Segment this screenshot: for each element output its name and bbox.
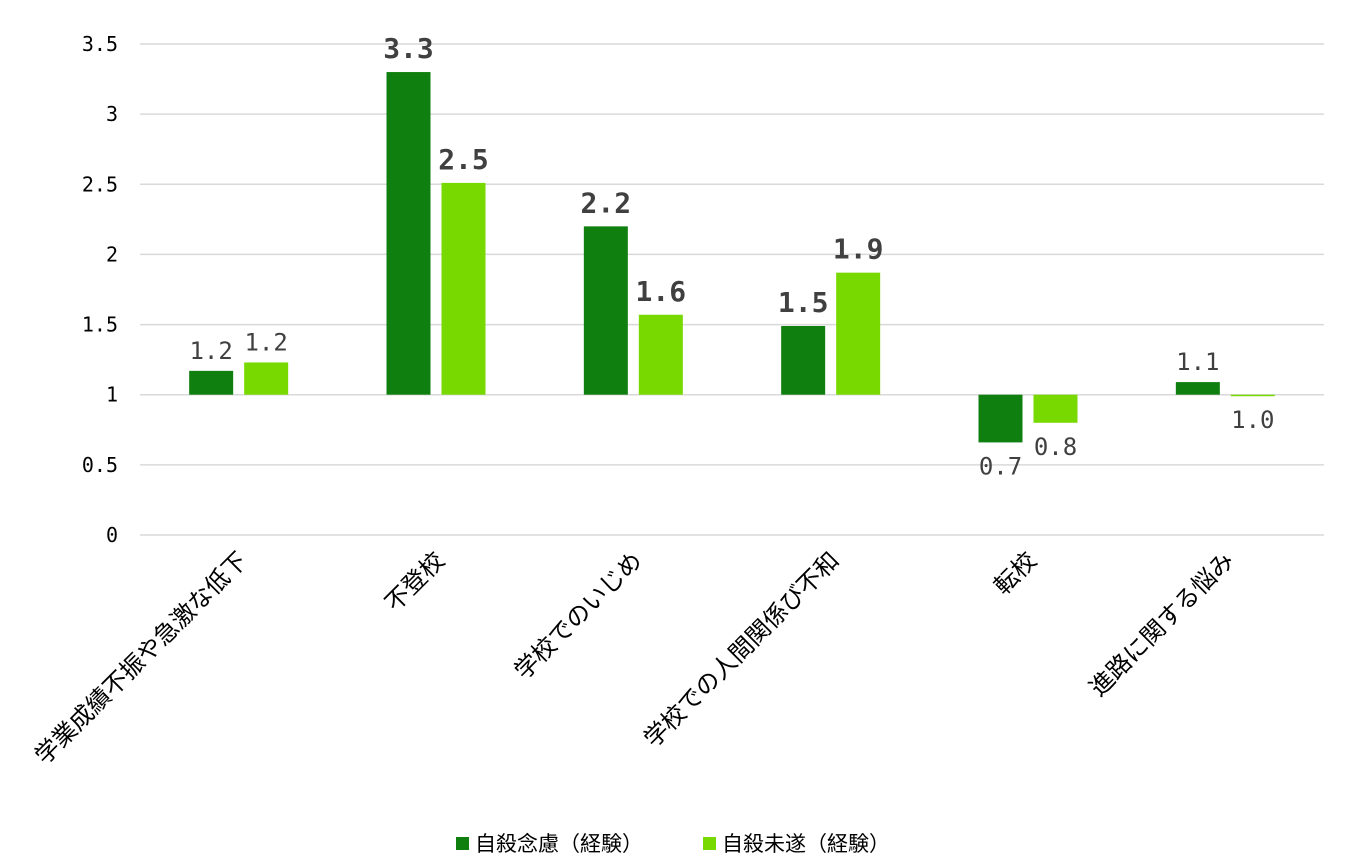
x-category-label: 学校でのいじめ: [509, 546, 648, 685]
bar-series-2: [441, 182, 486, 395]
y-tick-label: 1: [106, 383, 118, 407]
y-tick-label: 3.5: [82, 32, 118, 56]
data-labels: 1.2 1.2 3.3 2.5 2.2 1.6 1.51.9 0.7 0.8 1.1 1.0: [189, 32, 1274, 480]
legend-label-series-1: 自殺念慮（経験）: [475, 832, 643, 856]
gridlines: [140, 43, 1324, 536]
x-category-label: 進路に関する悩み: [1084, 546, 1240, 702]
data-label-series-2: 1.2: [244, 328, 287, 356]
legend-swatch-series-2: [703, 836, 716, 850]
data-label-series-2: 0.8: [1034, 433, 1077, 461]
legend-swatch-series-1: [456, 836, 469, 850]
x-category-label: 転校: [989, 546, 1043, 600]
x-category-label: 学校での人間関係び不和: [638, 546, 844, 752]
bar-series-1: [1175, 382, 1220, 395]
y-axis-ticks: 0 0.5 1 1.5 2 2.5 3 3.5: [82, 32, 118, 547]
y-tick-label: 1.5: [82, 313, 118, 337]
bar-series-1: [978, 394, 1023, 443]
y-tick-label: 0: [106, 523, 118, 547]
legend-item-series-2: 自殺未遂（経験）: [703, 828, 890, 858]
bar-series-1: [781, 325, 826, 395]
legend-item-series-1: 自殺念慮（経験）: [456, 828, 643, 858]
data-label-series-1: 0.7: [979, 452, 1022, 480]
bar-series-2: [244, 362, 289, 395]
y-tick-label: 2: [106, 242, 118, 266]
bar-series-1: [583, 226, 628, 395]
bar-series-2: [836, 272, 881, 395]
data-label-series-1: 2.2: [581, 186, 632, 219]
data-label-series-2: 1.9: [833, 233, 884, 266]
data-label-series-2: 1.0: [1231, 406, 1274, 434]
y-tick-label: 2.5: [82, 172, 118, 196]
y-tick-label: 3: [106, 102, 118, 126]
bar-series-1: [189, 370, 234, 395]
bar-series-2: [1230, 394, 1275, 397]
x-category-label: 学業成績不振や急激な低下: [29, 546, 252, 769]
data-label-series-2: 1.6: [636, 275, 687, 308]
data-label-series-2: 2.5: [438, 143, 489, 176]
x-category-label: 不登校: [380, 546, 451, 617]
bar-chart: 00.511.522.533.5 1.2 1.23.32.52.21.6 1.51.…: [29, 32, 1324, 770]
data-label-series-1: 3.3: [383, 32, 434, 65]
legend: 自殺念慮（経験） 自殺未遂（経験）: [0, 828, 1346, 858]
data-label-series-1: 1.2: [189, 337, 232, 365]
bar-series-2: [1033, 394, 1078, 423]
bar-series-2: [638, 314, 683, 395]
bars: [189, 72, 1275, 443]
data-label-series-1: 1.5: [778, 286, 829, 319]
data-label-series-1: 1.1: [1176, 348, 1219, 376]
bar-series-1: [386, 72, 431, 395]
y-tick-label: 0.5: [82, 453, 118, 477]
legend-label-series-2: 自殺未遂（経験）: [722, 832, 890, 856]
